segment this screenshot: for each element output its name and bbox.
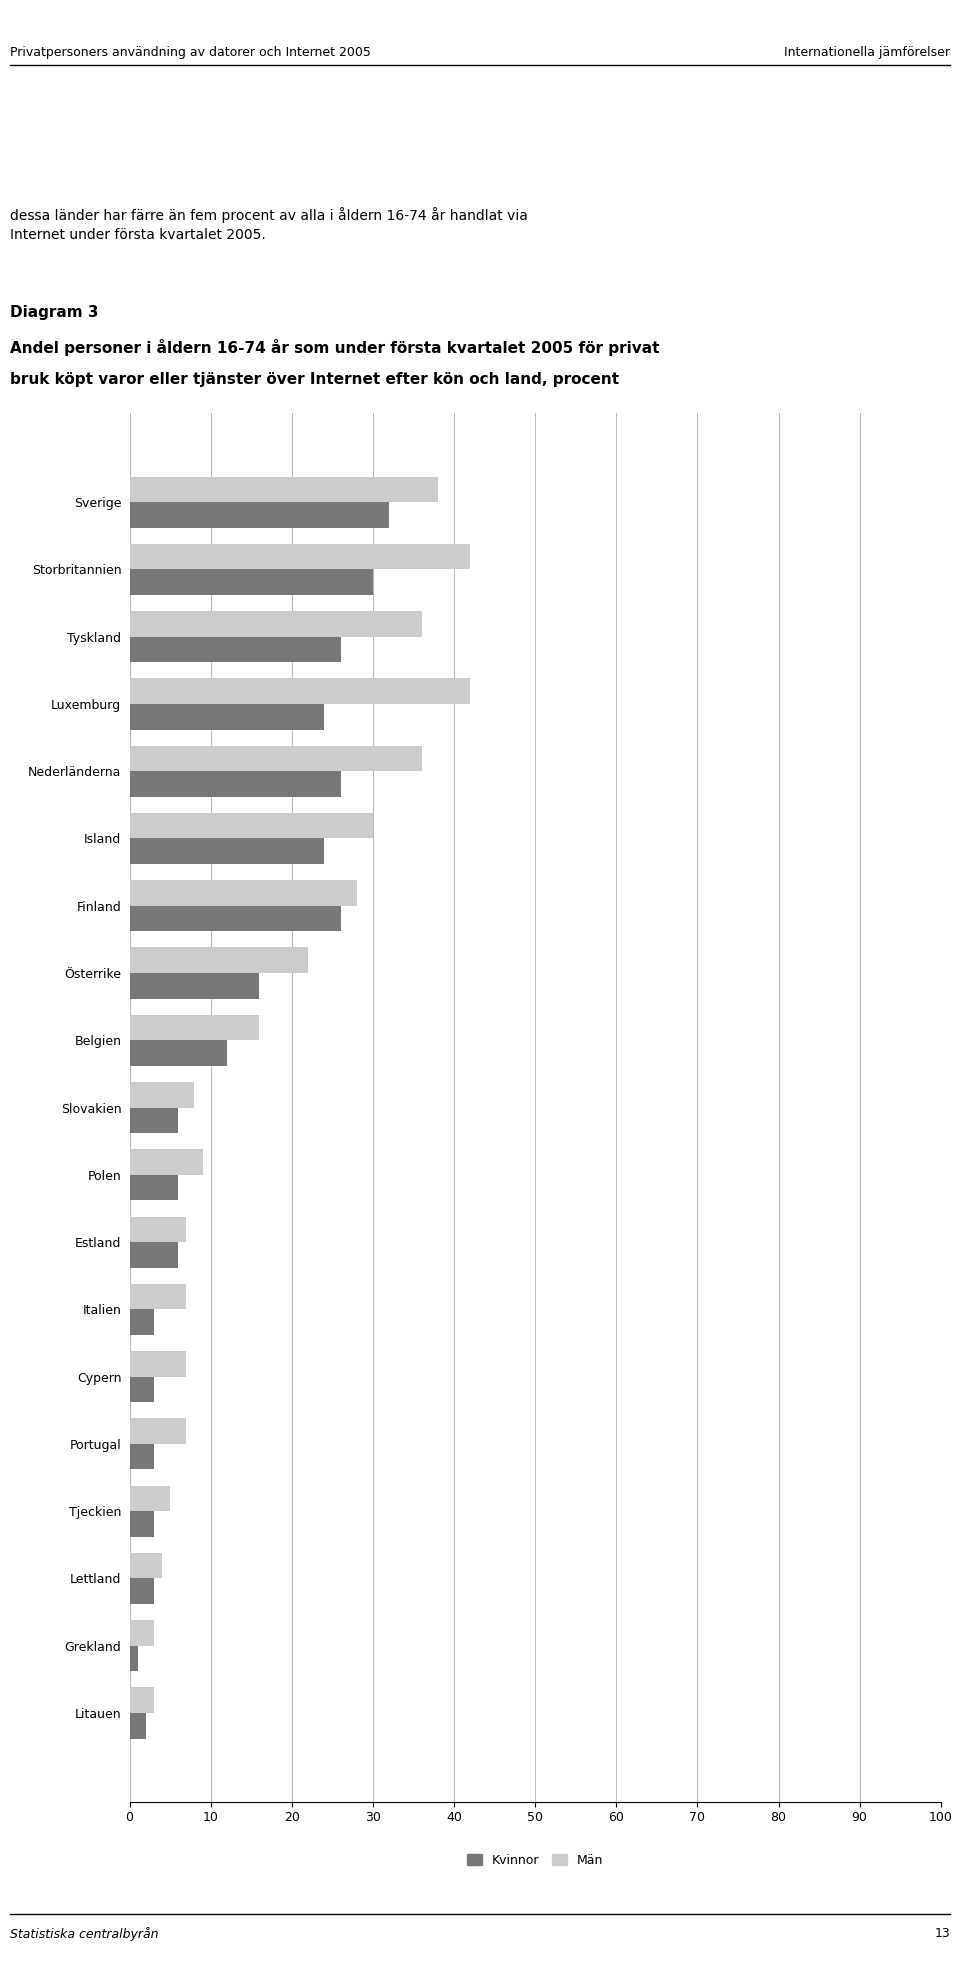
Bar (130, 1687, 154, 1713)
Text: dessa länder har färre än fem procent av alla i åldern 16-74 år handlat via
Inte: dessa länder har färre än fem procent av… (10, 207, 527, 242)
Bar (130, 1217, 186, 1242)
Bar (130, 1376, 154, 1402)
Bar (130, 679, 470, 705)
Text: Internationella jämförelser: Internationella jämförelser (784, 45, 950, 59)
Bar (130, 1510, 154, 1536)
Bar (130, 476, 438, 502)
Bar (130, 1713, 146, 1739)
Bar (130, 1443, 154, 1469)
Bar (130, 1309, 154, 1335)
Text: Diagram 3: Diagram 3 (10, 305, 98, 321)
Bar (130, 1242, 179, 1268)
Bar (130, 1109, 179, 1132)
Text: Privatpersoners användning av datorer och Internet 2005: Privatpersoners användning av datorer oc… (10, 45, 371, 59)
Bar (130, 973, 259, 998)
Bar (130, 1040, 227, 1065)
Text: Statistiska centralbyrån: Statistiska centralbyrån (10, 1926, 158, 1941)
Bar (130, 1014, 259, 1040)
Bar (130, 1646, 137, 1672)
Bar (130, 543, 470, 569)
Bar (130, 1418, 186, 1443)
Bar (130, 569, 372, 595)
Text: Andel personer i åldern 16-74 år som under första kvartalet 2005 för privat: Andel personer i åldern 16-74 år som und… (10, 339, 660, 356)
Bar (130, 610, 421, 636)
Legend: Kvinnor, Män: Kvinnor, Män (462, 1849, 609, 1873)
Bar (130, 636, 341, 662)
Bar (130, 813, 372, 839)
Bar (130, 1284, 186, 1309)
Bar (130, 746, 421, 772)
Text: bruk köpt varor eller tjänster över Internet efter kön och land, procent: bruk köpt varor eller tjänster över Inte… (10, 372, 619, 388)
Bar (130, 1579, 154, 1605)
Bar (130, 705, 324, 730)
Bar (130, 1083, 195, 1109)
Bar (130, 906, 341, 931)
Bar (130, 772, 341, 797)
Bar (130, 502, 389, 528)
Bar (130, 839, 324, 864)
Bar (130, 880, 357, 906)
Bar (130, 1554, 162, 1579)
Text: 13: 13 (935, 1928, 950, 1939)
Bar (130, 1150, 203, 1175)
Bar (130, 947, 308, 973)
Bar (130, 1620, 154, 1646)
Bar (130, 1485, 170, 1510)
Bar (130, 1351, 186, 1376)
Bar (130, 1175, 179, 1201)
